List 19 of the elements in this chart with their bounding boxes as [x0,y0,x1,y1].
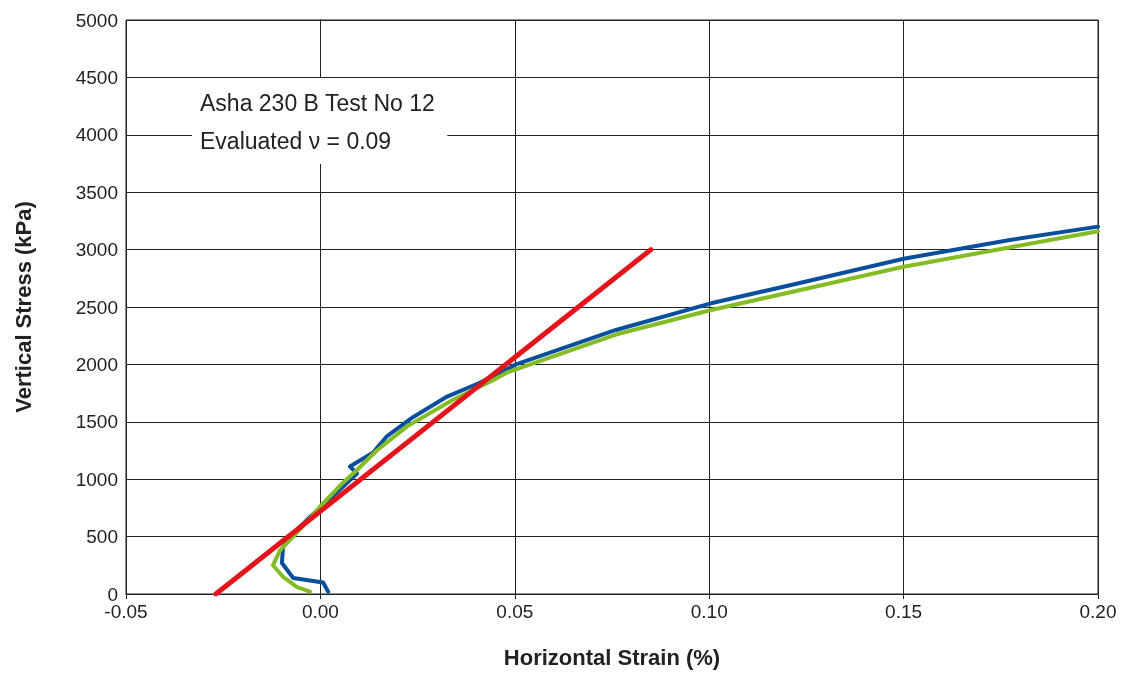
y-axis-title: Vertical Stress (kPa) [10,201,36,413]
y-tick-label: 3500 [75,181,118,203]
y-tick-label: 5000 [75,9,118,31]
y-tick-label: 1500 [75,411,118,433]
x-tick-label: 0.10 [690,601,728,622]
y-tick-label: 2000 [75,353,118,375]
y-tick-label: 500 [86,526,118,548]
x-tick-label: 0.15 [885,601,923,622]
y-tick-label: 2500 [75,296,118,318]
x-tick-label: 0.05 [496,601,534,622]
y-tick-label: 4000 [75,124,118,146]
annotation: Evaluated ν = 0.09 [200,128,392,154]
y-tick-label: 4500 [75,66,118,88]
annotation: Asha 230 B Test No 12 [200,90,435,116]
x-axis-title: Horizontal Strain (%) [503,644,721,670]
x-tick-label: 0.00 [301,601,339,622]
y-tick-label: 1000 [75,468,118,490]
x-tick-label: 0.20 [1079,601,1117,622]
y-tick-label: 3000 [75,239,118,261]
